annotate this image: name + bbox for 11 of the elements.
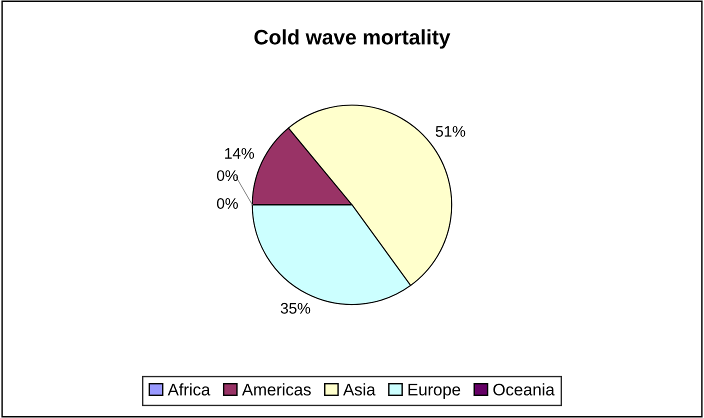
text: 0%	[216, 198, 238, 209]
legend-label: Oceania	[493, 383, 555, 396]
legend-label: Africa	[168, 383, 210, 396]
data-label: 35%	[280, 302, 310, 314]
data-label: 51%	[436, 126, 466, 137]
legend-label: Asia	[343, 383, 376, 396]
data-label: 14%	[225, 148, 254, 159]
text: 0%	[216, 170, 238, 182]
chart-title: Cold wave mortality	[254, 29, 450, 49]
legend-label: Americas	[242, 383, 311, 396]
legend-label: Europe	[408, 384, 460, 399]
